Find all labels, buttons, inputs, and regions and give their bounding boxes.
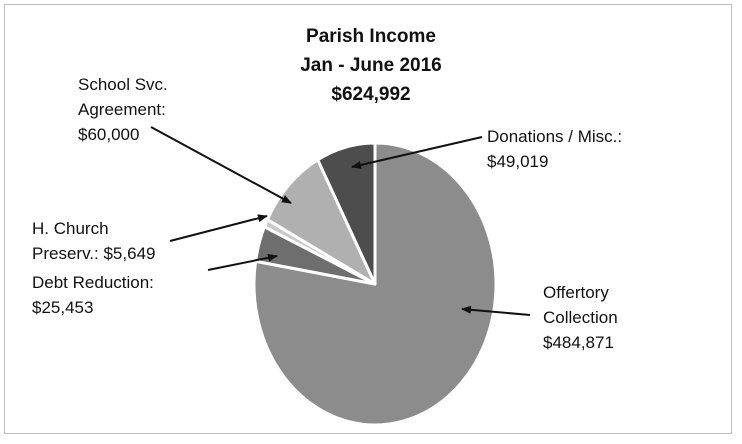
label-debt-reduction: Debt Reduction: $25,453 — [32, 270, 154, 320]
label-line: $25,453 — [32, 298, 94, 317]
arrow-h-church-preserv — [169, 214, 268, 242]
label-h-church-preserv: H. Church Preserv.: $5,649 — [32, 216, 155, 266]
label-line: Offertory — [543, 283, 609, 302]
arrow-donations-misc — [351, 136, 483, 169]
label-offertory-collection: Offertory Collection $484,871 — [543, 280, 618, 355]
label-line: $60,000 — [78, 125, 140, 144]
callout-arrows — [150, 126, 531, 316]
label-line: Agreement: — [78, 100, 166, 119]
arrow-debt-reduction — [207, 253, 278, 271]
label-line: $484,871 — [543, 333, 614, 352]
label-line: Debt Reduction: — [32, 273, 154, 292]
chart-title-line-2: Jan - June 2016 — [300, 55, 442, 76]
label-line: $49,019 — [487, 152, 549, 171]
label-line: Preserv.: $5,649 — [32, 244, 156, 263]
label-donations-misc: Donations / Misc.: $49,019 — [487, 124, 622, 174]
label-line: Collection — [543, 308, 618, 327]
pie-slice-donations-misc — [316, 141, 377, 286]
pie-slices — [252, 141, 498, 427]
label-school-svc-agreement: School Svc. Agreement: $60,000 — [78, 72, 168, 147]
chart-title: Parish Income Jan - June 2016 $624,992 — [0, 22, 742, 109]
arrow-school-svc-agreement — [150, 126, 292, 204]
chart-title-line-1: Parish Income — [306, 26, 436, 47]
arrow-offertory-collection — [461, 305, 531, 316]
pie-slice-offertory-collection — [252, 141, 498, 427]
chart-title-line-3: $624,992 — [331, 84, 411, 105]
label-line: School Svc. — [78, 75, 168, 94]
label-line: Donations / Misc.: — [487, 127, 623, 146]
label-line: H. Church — [32, 219, 109, 238]
